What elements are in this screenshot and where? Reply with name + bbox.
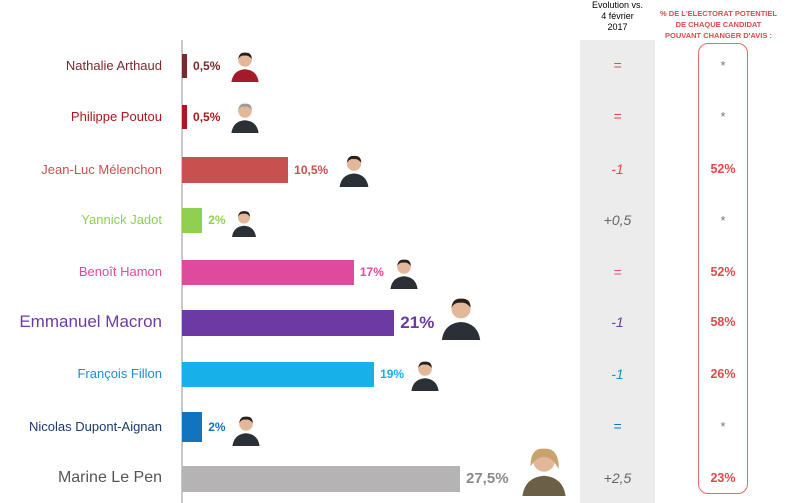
bar-value-label: 0,5% (193, 109, 221, 124)
change-mind-value: 58% (710, 315, 736, 329)
evolution-value: -1 (611, 161, 624, 177)
evolution-value: = (613, 108, 622, 124)
bar-9 (182, 466, 460, 492)
candidate-name: Nathalie Arthaud (65, 57, 162, 73)
candidate-photo-icon (437, 292, 485, 340)
change-mind-value: * (720, 419, 726, 434)
bar-value-label: 2% (208, 419, 226, 434)
candidate-name: Philippe Poutou (70, 108, 162, 124)
evolution-value: +0,5 (603, 211, 632, 228)
bar-4 (182, 208, 203, 233)
bar-7 (182, 362, 375, 387)
change-mind-value: 23% (710, 471, 736, 485)
bar-value-label: 2% (208, 213, 226, 228)
potential-header: % DE L'ELECTORAT POTENTIEL DE CHAQUE CAN… (646, 8, 791, 41)
candidate-name: Emmanuel Macron (19, 312, 162, 332)
evolution-header-line3: 2017 (607, 22, 628, 32)
evolution-header-line2: 4 février (601, 11, 634, 21)
change-mind-value: 52% (710, 162, 736, 176)
candidate-photo-icon (228, 48, 262, 82)
candidate-photo-icon (229, 412, 263, 446)
evolution-value: -1 (611, 365, 624, 382)
bar-value-label: 27,5% (466, 470, 509, 487)
bar-3 (182, 157, 289, 183)
bar-value-label: 21% (400, 312, 435, 332)
candidate-name: Nicolas Dupont-Aignan (29, 418, 162, 434)
change-mind-value: * (720, 109, 726, 124)
candidate-photo-icon (517, 442, 571, 496)
potential-column-frame (698, 43, 748, 494)
bar-value-label: 17% (359, 265, 384, 280)
change-mind-value: * (720, 212, 726, 228)
potential-header-line3: POUVANT CHANGER D'AVIS : (665, 31, 772, 40)
change-mind-value: 52% (710, 264, 736, 279)
change-mind-value: 26% (710, 366, 736, 381)
bar-8 (182, 412, 203, 442)
bar-5 (182, 260, 354, 285)
candidate-name: Jean-Luc Mélenchon (41, 161, 162, 177)
evolution-value: +2,5 (603, 470, 632, 486)
bar-2 (182, 105, 188, 129)
evolution-header: Evolution vs. 4 février 2017 (580, 0, 655, 33)
candidate-photo-icon (408, 357, 442, 391)
evolution-header-line1: Evolution vs. (591, 0, 644, 10)
bar-6 (182, 310, 395, 336)
evolution-value: = (613, 418, 622, 434)
change-mind-value: * (720, 58, 726, 73)
bar-value-label: 19% (380, 367, 405, 382)
potential-header-line2: DE CHAQUE CANDIDAT (675, 20, 762, 29)
candidate-photo-icon (229, 207, 259, 237)
candidate-name: Yannick Jadot (81, 212, 162, 228)
evolution-value: = (613, 57, 622, 73)
candidate-name: Benoît Hamon (78, 264, 162, 280)
candidate-photo-icon (228, 99, 262, 133)
candidate-name: Marine Le Pen (57, 469, 162, 487)
potential-header-line1: % DE L'ELECTORAT POTENTIEL (660, 9, 777, 18)
candidate-photo-icon (387, 255, 421, 289)
evolution-value: -1 (611, 314, 624, 330)
evolution-value: = (613, 263, 622, 280)
evolution-column-background (580, 40, 655, 503)
bar-value-label: 0,5% (193, 58, 221, 73)
candidate-name: François Fillon (77, 366, 162, 382)
bar-1 (182, 54, 188, 78)
bar-value-label: 10,5% (294, 162, 329, 177)
candidate-photo-icon (336, 151, 372, 187)
